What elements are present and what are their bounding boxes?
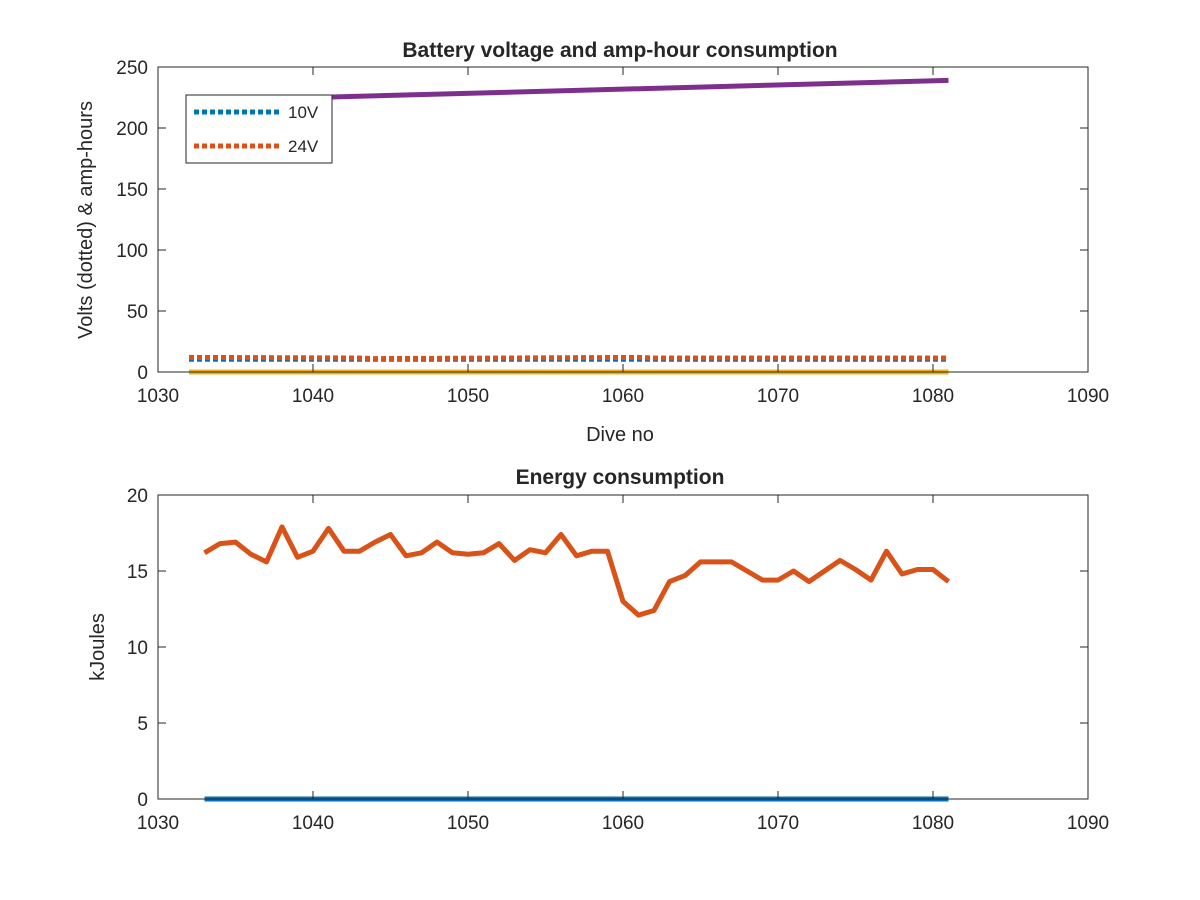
y-tick-label: 20 — [127, 486, 148, 507]
x-tick-label: 1060 — [602, 813, 644, 834]
legend-label-24v: 24V — [288, 137, 319, 156]
x-tick-label: 1040 — [292, 386, 334, 407]
y-tick-label: 0 — [137, 363, 148, 384]
series-line-0-3 — [312, 77, 949, 100]
x-axis-label: Dive no — [586, 424, 654, 446]
y-tick-label: 0 — [137, 790, 148, 811]
y-tick-label: 5 — [137, 714, 148, 735]
x-tick-label: 1030 — [137, 813, 179, 834]
legend: 10V 24V — [185, 94, 333, 164]
x-tick-label: 1090 — [1067, 813, 1109, 834]
x-tick-label: 1060 — [602, 386, 644, 407]
x-tick-label: 1080 — [912, 386, 954, 407]
x-tick-label: 1030 — [137, 386, 179, 407]
battery-voltage-plot: 1030 1040 1050 1060 1070 1080 1090 0 50 100 150 200… — [75, 39, 1109, 446]
legend-box — [185, 94, 333, 164]
x-tick-label: 1090 — [1067, 386, 1109, 407]
energy-consumption-plot: 1030 1040 1050 1060 1070 1080 1090 0 5 10 15 20 Ene… — [87, 466, 1109, 834]
x-tick-label: 1070 — [757, 813, 799, 834]
y-tick-label: 250 — [116, 58, 148, 79]
chart-title: Battery voltage and amp-hour consumption — [402, 39, 837, 62]
x-tick-label: 1050 — [447, 386, 489, 407]
y-axis-label: Volts (dotted) & amp-hours — [75, 101, 97, 339]
y-tick-label: 10 — [127, 638, 148, 659]
y-tick-label: 150 — [116, 180, 148, 201]
plot-frame — [157, 494, 1089, 800]
y-tick-label: 200 — [116, 119, 148, 140]
x-tick-label: 1070 — [757, 386, 799, 407]
legend-label-10v: 10V — [288, 103, 319, 122]
y-tick-label: 50 — [127, 302, 148, 323]
x-tick-label: 1050 — [447, 813, 489, 834]
x-tick-label: 1040 — [292, 813, 334, 834]
chart-title: Energy consumption — [516, 466, 725, 489]
series-line-1-1 — [203, 524, 951, 618]
y-axis-label: kJoules — [87, 613, 109, 681]
series-line-24v — [188, 354, 949, 362]
x-tick-label: 1080 — [912, 813, 954, 834]
y-tick-label: 15 — [127, 562, 148, 583]
y-tick-label: 100 — [116, 241, 148, 262]
